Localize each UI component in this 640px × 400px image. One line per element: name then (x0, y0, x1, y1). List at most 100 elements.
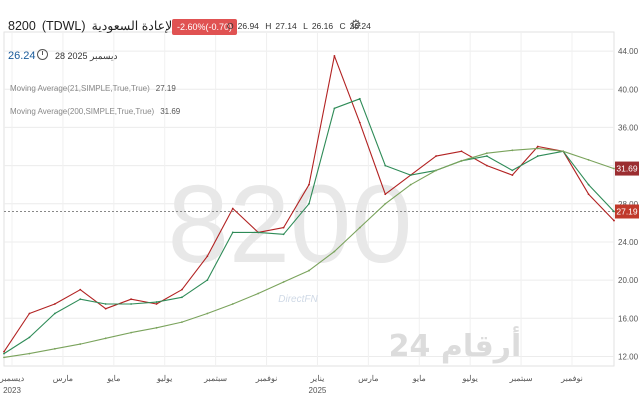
y-tick-label: 24.00 (618, 238, 639, 247)
data-point (587, 158, 590, 161)
price-label-box (615, 161, 639, 176)
data-point (130, 303, 132, 305)
data-point (358, 121, 361, 124)
data-point (511, 149, 514, 152)
x-tick-label: نوفمبر (560, 374, 583, 383)
data-point (53, 312, 56, 315)
data-point (53, 347, 56, 350)
x-tick-label: يوليو (156, 374, 172, 383)
data-point (435, 169, 437, 172)
price-label-box (615, 204, 639, 219)
x-tick-label: نوفمبر (255, 374, 278, 383)
data-point (435, 155, 437, 157)
data-point (536, 145, 539, 148)
open-value: 26.94 (237, 21, 259, 31)
data-point (308, 202, 310, 205)
y-tick-label: 20.00 (618, 276, 639, 285)
indicator-ma21[interactable]: Moving Average(21,SIMPLE,True,True) 27.19 (10, 84, 176, 93)
y-tick-label: 40.00 (618, 85, 639, 94)
data-point (28, 312, 31, 315)
symbol-name: الإعادة السعودية (91, 19, 176, 33)
data-point (206, 255, 209, 258)
data-point (460, 150, 463, 153)
plot-area (3, 31, 615, 367)
data-point (181, 321, 183, 324)
x-tick-label: سبتمبر (203, 374, 227, 383)
ohlc-readout: O 26.94 H 27.14 L 26.16 C 26.24 (227, 21, 371, 31)
data-point (333, 107, 336, 110)
data-point (358, 226, 361, 229)
data-point (28, 336, 31, 339)
indicator-ma200[interactable]: Moving Average(200,SIMPLE,True,True) 31.6… (10, 107, 181, 116)
data-point (257, 292, 260, 295)
price-label: 27.19 (616, 207, 638, 217)
y-tick-label: 36.00 (618, 123, 639, 132)
data-point (613, 210, 615, 213)
data-point (486, 152, 488, 155)
data-point (28, 352, 31, 355)
data-point (104, 307, 107, 310)
data-point (206, 279, 209, 282)
data-point (409, 183, 412, 186)
data-point (536, 147, 539, 150)
data-point (587, 183, 590, 186)
gear-icon[interactable]: ⚙ (350, 17, 362, 32)
data-point (231, 207, 234, 210)
data-point (257, 231, 260, 234)
data-point (460, 159, 463, 162)
data-point (3, 350, 5, 353)
data-point (130, 331, 132, 334)
date-label: 28 2025 ديسمبر (55, 51, 118, 61)
data-point (613, 167, 615, 170)
data-point (384, 164, 387, 167)
data-point (231, 303, 234, 305)
data-point (486, 155, 488, 157)
data-point (358, 97, 361, 100)
x-year-label: 2023 (3, 386, 21, 395)
price-label: 31.69 (616, 164, 638, 174)
data-point (53, 303, 56, 305)
clock-icon (37, 49, 48, 60)
data-point (155, 303, 158, 305)
data-point (130, 298, 132, 301)
y-tick-label: 12.00 (618, 352, 639, 361)
close-value: 26.24 (349, 21, 371, 31)
data-point (308, 183, 310, 186)
data-point (206, 312, 209, 315)
data-point (282, 226, 285, 229)
data-point (511, 174, 514, 177)
data-point (181, 296, 183, 299)
data-point (104, 303, 107, 305)
x-year-label: 2025 (309, 386, 327, 395)
data-point (155, 326, 158, 329)
high-value: 27.14 (275, 21, 297, 31)
data-point (384, 202, 387, 205)
x-tick-label: مارس (358, 374, 378, 383)
data-point (155, 301, 158, 303)
data-point (333, 250, 336, 253)
symbol-header: 8200 (TDWL) الإعادة السعودية ▼ (8, 18, 195, 34)
data-point (3, 356, 5, 359)
low-value: 26.16 (311, 21, 334, 31)
x-tick-label: مايو (412, 374, 426, 383)
last-price: 26.24 (8, 50, 36, 62)
data-point (562, 150, 565, 153)
x-tick-label: مارس (53, 374, 73, 383)
data-point (282, 281, 285, 283)
y-tick-label: 28.00 (618, 200, 639, 209)
data-point (486, 164, 488, 167)
data-point (587, 193, 590, 196)
x-tick-label: يناير (310, 374, 325, 383)
symbol-ticker: (TDWL) (41, 18, 86, 33)
data-point (3, 352, 5, 355)
x-tick-label: ديسمبر (0, 374, 25, 383)
data-point (613, 219, 615, 222)
watermark-logo: أرقام 24 (389, 326, 522, 364)
data-point (333, 54, 336, 57)
x-tick-label: سبتمبر (509, 374, 533, 383)
data-point (79, 288, 82, 291)
data-point (79, 343, 82, 345)
y-tick-label: 44.00 (618, 47, 639, 56)
watermark-brand: DirectFN (278, 294, 318, 305)
